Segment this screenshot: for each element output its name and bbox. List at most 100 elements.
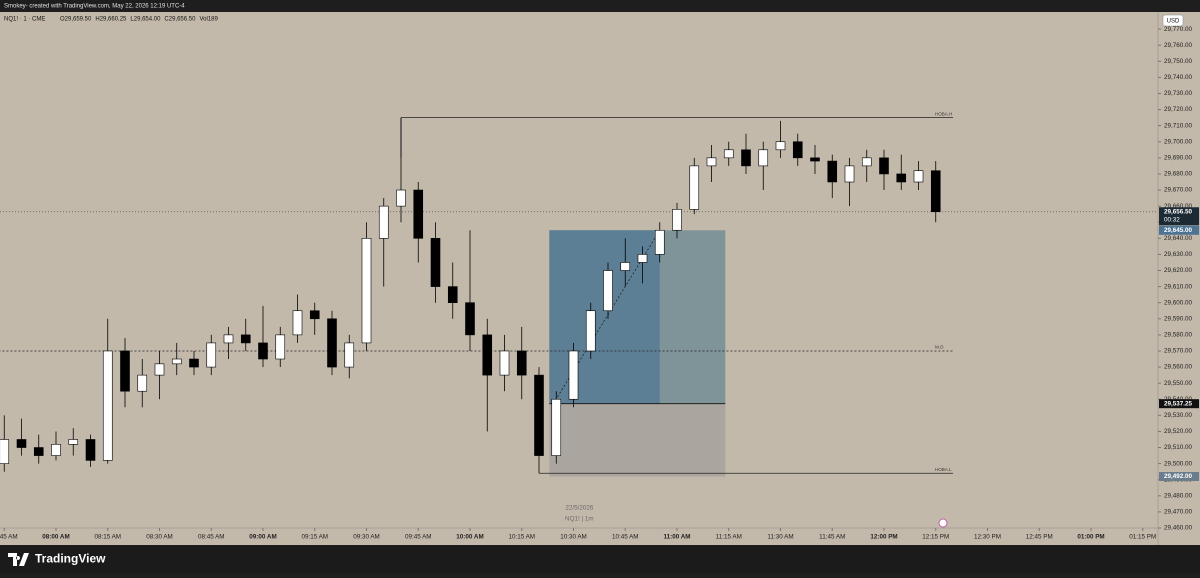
candle-body	[327, 318, 337, 368]
candle-body	[723, 149, 734, 159]
x-tick-label: 09:00 AM	[249, 534, 276, 541]
entry-label: 29,537.25	[1164, 400, 1193, 407]
candle-body	[240, 334, 251, 344]
y-tick-label: 29,670.00	[1164, 187, 1193, 194]
candle-body	[689, 165, 700, 210]
y-tick-label: 29,710.00	[1164, 122, 1193, 129]
x-tick-label: 10:15 AM	[508, 534, 535, 541]
candle-body	[482, 334, 493, 376]
x-tick-label: 11:30 AM	[767, 534, 793, 541]
event-icon[interactable]	[938, 518, 948, 528]
candle-body	[171, 358, 182, 365]
candle-body	[603, 270, 613, 312]
candle-body	[758, 149, 769, 167]
level-label: HOBA.H	[935, 111, 952, 116]
x-tick-label: 08:45 AM	[198, 534, 225, 541]
candle-body	[292, 310, 303, 336]
y-tick-label: 29,610.00	[1164, 283, 1193, 290]
level-label: M.O	[935, 345, 944, 350]
ohlc-value: O29,659.50	[60, 17, 92, 23]
caption: Smokey- created with TradingView.com, Ma…	[4, 4, 185, 10]
candle-body	[827, 160, 838, 183]
x-tick-label: 01:00 PM	[1077, 534, 1104, 541]
candle-body	[206, 342, 217, 368]
currency[interactable]: USD	[1167, 19, 1180, 25]
top-bar	[0, 0, 1200, 12]
target-badge	[1159, 225, 1199, 235]
candle-body	[706, 157, 717, 167]
y-tick-label: 29,640.00	[1164, 235, 1193, 242]
y-tick-label: 29,760.00	[1164, 42, 1193, 49]
x-tick-label: 08:15 AM	[94, 534, 121, 541]
y-tick-label: 29,520.00	[1164, 428, 1193, 435]
candle-body	[258, 342, 268, 360]
currency-button[interactable]	[1162, 14, 1184, 27]
y-tick-label: 29,560.00	[1164, 364, 1193, 371]
bottom-bar	[0, 545, 1200, 573]
x-tick-label: 09:30 AM	[353, 534, 380, 541]
y-tick-label: 29,550.00	[1164, 380, 1193, 387]
cursor-label: NQ1! | 1m	[565, 516, 594, 523]
candle-body	[68, 439, 79, 445]
y-tick-label: 29,470.00	[1164, 509, 1193, 516]
y-tick-label: 29,750.00	[1164, 58, 1193, 65]
candle-body	[775, 141, 786, 151]
y-tick-label: 29,600.00	[1164, 299, 1193, 306]
y-tick-label: 29,660.00	[1164, 203, 1193, 210]
y-tick-label: 29,620.00	[1164, 267, 1193, 274]
candle-body	[568, 350, 579, 400]
candle-body	[810, 157, 820, 162]
candle-body	[637, 254, 648, 263]
candle-body	[516, 350, 527, 376]
candle-body	[344, 342, 355, 368]
candle-body	[792, 141, 803, 159]
x-tick-label: 12:30 PM	[974, 534, 1001, 541]
y-tick-label: 29,530.00	[1164, 412, 1193, 419]
cursor-label: 22/5/2026	[565, 505, 594, 512]
symbol: NQ1! · 1 · CME	[4, 17, 45, 23]
candle-body	[585, 310, 596, 352]
candle-body	[378, 205, 389, 239]
brand: TradingView	[35, 552, 106, 566]
countdown: 00:32	[1164, 216, 1180, 223]
candle-body	[102, 350, 113, 461]
y-tick-label: 29,730.00	[1164, 90, 1193, 97]
candle-body	[534, 374, 544, 456]
candle-body	[189, 358, 199, 368]
x-tick-label: 08:30 AM	[146, 534, 173, 541]
stop-label: 29,492.00	[1164, 473, 1193, 480]
candle-body	[672, 209, 682, 231]
candle-body	[447, 286, 458, 303]
candle-body	[16, 439, 27, 448]
y-tick-label: 29,700.00	[1164, 138, 1193, 145]
candle-body	[913, 170, 924, 183]
x-tick-label: 12:15 PM	[922, 534, 949, 541]
y-tick-label: 29,740.00	[1164, 74, 1193, 81]
stop-badge	[1159, 472, 1199, 481]
last-price-badge	[1159, 207, 1199, 226]
y-tick-label: 29,570.00	[1164, 348, 1193, 355]
ohlc-value: Vol189	[199, 17, 218, 23]
candle-body	[154, 363, 165, 376]
candle-body	[861, 157, 872, 167]
plot: HOBA.H M.O HOBA.L 22/5/2026 NQ1! | 1m	[0, 111, 1158, 523]
x-tick-label: 11:45 AM	[819, 534, 845, 541]
candle-body	[0, 439, 10, 464]
candle-body	[930, 170, 941, 213]
ohlc-value: L29,654.00	[130, 17, 161, 23]
candle-body	[465, 302, 475, 336]
candle-body	[551, 398, 562, 456]
candle-body	[33, 447, 44, 456]
y-tick-label: 29,500.00	[1164, 460, 1193, 467]
candle-body	[741, 149, 751, 167]
x-tick-label: 10:45 AM	[612, 534, 639, 541]
candle-body	[137, 374, 148, 392]
y-tick-label: 29,690.00	[1164, 155, 1193, 162]
x-tick-label: 07:45 AM	[0, 534, 18, 541]
y-tick-label: 29,590.00	[1164, 315, 1193, 322]
candle-body	[844, 165, 855, 183]
candle-body	[620, 262, 631, 271]
x-tick-label: 10:00 AM	[456, 534, 483, 541]
x-tick-label: 11:00 AM	[663, 534, 690, 541]
